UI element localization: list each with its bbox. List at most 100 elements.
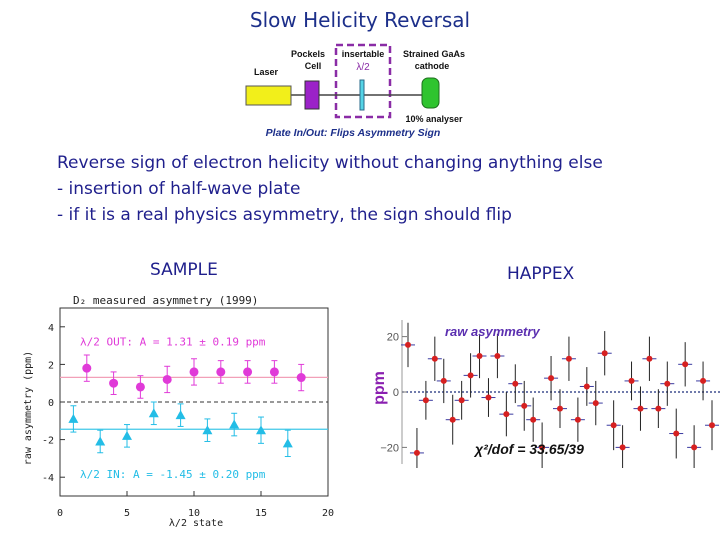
happex-point bbox=[601, 350, 608, 357]
sample-point-in bbox=[148, 408, 159, 418]
happex-point bbox=[405, 341, 411, 348]
sample-xtick-label: 20 bbox=[322, 508, 334, 519]
body-text: Reverse sign of electron helicity withou… bbox=[57, 150, 603, 228]
happex-point bbox=[664, 380, 671, 387]
happex-point bbox=[700, 377, 707, 384]
happex-point bbox=[485, 394, 492, 401]
sample-point-out bbox=[82, 363, 92, 373]
analyser-label: 10% analyser bbox=[405, 114, 463, 124]
sample-point-out bbox=[189, 367, 199, 377]
happex-chart: 20 0 −20 raw asymmetry ppm χ²/dof = 33.65/… bbox=[371, 320, 720, 468]
happex-point bbox=[512, 380, 519, 387]
sample-point-in bbox=[256, 425, 266, 435]
happex-point bbox=[440, 377, 447, 384]
happex-point bbox=[521, 402, 528, 409]
laser-box bbox=[245, 85, 292, 106]
happex-point bbox=[467, 372, 474, 379]
sample-point-in bbox=[68, 413, 79, 423]
happex-point bbox=[691, 444, 698, 451]
body-line-2: - insertion of half-wave plate bbox=[57, 179, 301, 199]
happex-point bbox=[592, 400, 599, 407]
sample-point-out bbox=[109, 378, 119, 388]
sample-point-in bbox=[95, 436, 106, 446]
happex-point bbox=[637, 405, 644, 412]
sample-point-out bbox=[216, 367, 226, 377]
happex-ytick-label: 20 bbox=[387, 332, 399, 344]
happex-point bbox=[583, 383, 590, 390]
halfwave-label: λ/2 bbox=[356, 62, 370, 73]
insertable-label: insertable bbox=[342, 49, 385, 59]
happex-point bbox=[557, 405, 563, 412]
cathode-label-2: cathode bbox=[415, 61, 450, 71]
sample-plot-area: 420-2-40 5 10 15 20λ/2 OUT: A = 1.31 ± 0.19 … bbox=[42, 307, 334, 519]
sample-legend-out: λ/2 OUT: A = 1.31 ± 0.19 ppm bbox=[80, 336, 266, 349]
happex-point bbox=[619, 444, 626, 451]
sample-ytick-label: 0 bbox=[48, 398, 54, 409]
slide-title: Slow Helicity Reversal bbox=[249, 8, 471, 32]
pockels-label-1: Pockels bbox=[291, 49, 325, 59]
happex-point bbox=[476, 353, 483, 359]
halfwave-plate bbox=[359, 79, 365, 111]
sample-point-out bbox=[269, 367, 279, 377]
sample-ytick-label: -2 bbox=[42, 436, 54, 447]
happex-point bbox=[548, 375, 555, 382]
happex-annotation: χ²/dof = 33.65/39 bbox=[473, 441, 584, 457]
happex-point bbox=[431, 355, 438, 362]
sample-label: SAMPLE bbox=[150, 260, 218, 280]
happex-point bbox=[413, 449, 420, 456]
pockels-cell bbox=[304, 80, 320, 110]
happex-point bbox=[646, 355, 653, 362]
happex-ylabel: ppm bbox=[371, 371, 388, 405]
sample-point-in bbox=[282, 438, 293, 448]
pockels-label-2: Cell bbox=[305, 61, 322, 71]
happex-ytick-label: 0 bbox=[393, 387, 399, 399]
insertable-box bbox=[334, 43, 392, 119]
cathode-label-1: Strained GaAs bbox=[403, 49, 465, 59]
laser-label: Laser bbox=[254, 67, 279, 77]
sample-point-out bbox=[296, 373, 306, 383]
sample-point-out bbox=[243, 367, 253, 377]
happex-point bbox=[565, 355, 572, 362]
happex-label: HAPPEX bbox=[507, 264, 575, 284]
sample-chart-title: D₂ measured asymmetry (1999) bbox=[73, 294, 258, 307]
happex-point bbox=[574, 416, 581, 423]
sample-point-in bbox=[202, 425, 213, 435]
happex-plot-area: 20 0 −20 bbox=[380, 320, 720, 468]
sample-point-in bbox=[229, 419, 240, 429]
happex-point bbox=[494, 353, 501, 359]
happex-point bbox=[503, 411, 510, 418]
sample-legend-in: λ/2 IN: A = -1.45 ± 0.20 ppm bbox=[80, 468, 266, 481]
happex-ytick-label: −20 bbox=[380, 442, 399, 454]
body-line-1: Reverse sign of electron helicity withou… bbox=[57, 153, 603, 173]
cathode bbox=[421, 77, 440, 109]
sample-ylabel: raw asymmetry (ppm) bbox=[23, 351, 34, 465]
sample-chart: D₂ measured asymmetry (1999) raw asymmet… bbox=[23, 294, 334, 528]
happex-point bbox=[530, 416, 537, 423]
sample-xtick-label: 5 bbox=[124, 508, 130, 519]
happex-point bbox=[709, 422, 715, 429]
diagram-caption: Plate In/Out: Flips Asymmetry Sign bbox=[266, 127, 441, 139]
sample-xtick-label: 10 bbox=[188, 508, 200, 519]
sample-xtick-label: 15 bbox=[255, 508, 267, 519]
happex-point bbox=[610, 422, 617, 429]
sample-point-out bbox=[135, 382, 145, 392]
happex-title: raw asymmetry bbox=[445, 324, 540, 339]
sample-xlabel: λ/2 state bbox=[169, 518, 223, 528]
happex-point bbox=[539, 444, 546, 451]
happex-point bbox=[458, 397, 465, 404]
sample-ytick-label: 2 bbox=[48, 360, 54, 371]
sample-ytick-label: 4 bbox=[48, 323, 54, 334]
happex-point bbox=[655, 405, 662, 412]
sample-point-in bbox=[175, 410, 186, 420]
happex-point bbox=[682, 361, 689, 368]
happex-point bbox=[422, 397, 429, 404]
setup-diagram: Pockels Cell insertable λ/2 Strained GaA… bbox=[245, 43, 465, 139]
sample-point-in bbox=[122, 430, 132, 440]
sample-ytick-label: -4 bbox=[42, 473, 54, 484]
body-line-3: - if it is a real physics asymmetry, the… bbox=[57, 205, 512, 225]
sample-xtick-label: 0 bbox=[57, 508, 63, 519]
happex-point bbox=[628, 377, 635, 384]
happex-point bbox=[449, 416, 456, 423]
sample-point-out bbox=[162, 374, 172, 384]
happex-point bbox=[673, 430, 680, 437]
